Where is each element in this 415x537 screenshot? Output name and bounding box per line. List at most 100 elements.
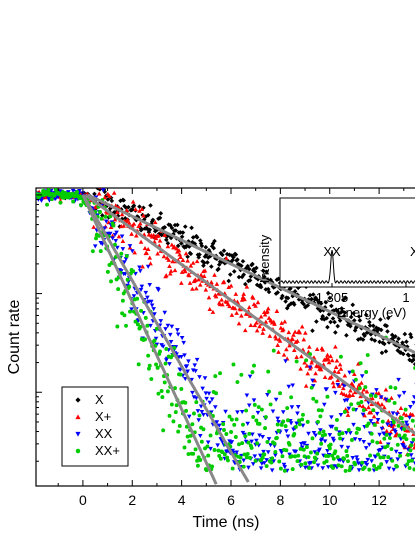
data-point <box>92 244 98 249</box>
data-point <box>329 415 334 420</box>
data-point <box>102 189 108 195</box>
data-point <box>135 322 140 327</box>
data-point <box>120 247 126 252</box>
data-point <box>374 328 380 334</box>
data-point <box>273 336 279 341</box>
data-point <box>311 396 316 401</box>
data-point <box>131 294 137 299</box>
data-point <box>357 318 363 323</box>
x-tick-label: 4 <box>178 492 186 508</box>
data-point <box>149 303 155 308</box>
data-point <box>338 310 344 315</box>
data-point <box>342 373 348 378</box>
data-point <box>161 254 167 259</box>
data-point <box>171 419 176 424</box>
data-point <box>180 230 186 235</box>
data-point <box>230 257 235 263</box>
data-point <box>258 453 263 458</box>
data-point <box>137 208 142 213</box>
data-point <box>188 251 194 257</box>
data-point <box>250 295 256 300</box>
data-point <box>260 434 265 440</box>
data-point <box>262 452 267 457</box>
data-point <box>107 231 113 236</box>
data-point <box>122 313 127 318</box>
data-point <box>154 342 160 347</box>
data-point <box>94 236 98 241</box>
data-point <box>291 300 296 306</box>
data-point <box>362 465 367 470</box>
data-point <box>362 413 367 418</box>
data-point <box>173 386 177 391</box>
data-point <box>180 257 186 262</box>
data-point <box>157 238 163 243</box>
fit-curve <box>81 194 218 485</box>
data-point <box>148 323 153 329</box>
data-point <box>278 391 283 396</box>
data-point <box>124 254 129 258</box>
data-point <box>252 363 256 368</box>
data-point <box>217 453 222 458</box>
data-point <box>376 390 382 396</box>
data-point <box>389 447 394 451</box>
data-point <box>115 209 120 214</box>
data-point <box>371 408 376 413</box>
data-point <box>75 190 80 194</box>
data-point <box>225 458 230 463</box>
data-point <box>145 323 150 328</box>
data-point <box>219 259 224 265</box>
inset-tick-label-1: 1.305 <box>316 290 349 305</box>
data-point <box>404 344 410 349</box>
data-point <box>121 198 126 203</box>
data-point <box>141 217 147 222</box>
data-point <box>184 408 189 413</box>
data-point <box>282 465 288 470</box>
data-point <box>133 206 138 212</box>
data-point <box>232 306 238 311</box>
data-point <box>342 409 347 414</box>
data-point <box>177 423 182 428</box>
data-point <box>167 332 173 337</box>
data-point <box>350 392 356 397</box>
data-point <box>114 230 119 235</box>
data-point <box>152 312 157 317</box>
data-point <box>227 252 232 258</box>
data-point <box>361 440 367 445</box>
data-point <box>407 357 412 363</box>
data-point <box>221 248 227 253</box>
data-point <box>340 431 345 436</box>
data-point <box>222 452 227 457</box>
data-point <box>175 243 181 249</box>
inset-spectrum: XXXXX+ Intensity Energy (eV) 1.305 1 <box>257 197 415 320</box>
data-point <box>156 233 161 238</box>
inset-x-label: Energy (eV) <box>337 305 406 320</box>
data-point <box>378 448 383 453</box>
data-point <box>149 377 154 382</box>
data-point <box>296 297 302 302</box>
data-point <box>277 338 283 343</box>
data-point <box>213 405 218 410</box>
data-point <box>260 330 265 335</box>
data-point <box>252 454 258 459</box>
data-point <box>201 427 206 432</box>
data-point <box>261 326 266 331</box>
data-point <box>275 416 281 421</box>
data-point <box>223 409 228 414</box>
data-point <box>314 319 319 324</box>
data-point <box>366 405 371 410</box>
data-point <box>411 357 415 362</box>
data-point <box>246 403 252 408</box>
data-point <box>145 212 151 218</box>
data-point <box>243 328 248 333</box>
data-point <box>196 418 202 423</box>
data-point <box>255 300 261 305</box>
data-point <box>377 432 382 437</box>
data-point <box>146 366 151 371</box>
data-point <box>253 303 258 308</box>
data-point <box>169 324 175 329</box>
data-point <box>291 347 297 353</box>
data-point <box>146 353 151 358</box>
inset-frame <box>279 197 415 288</box>
data-point <box>136 223 141 228</box>
